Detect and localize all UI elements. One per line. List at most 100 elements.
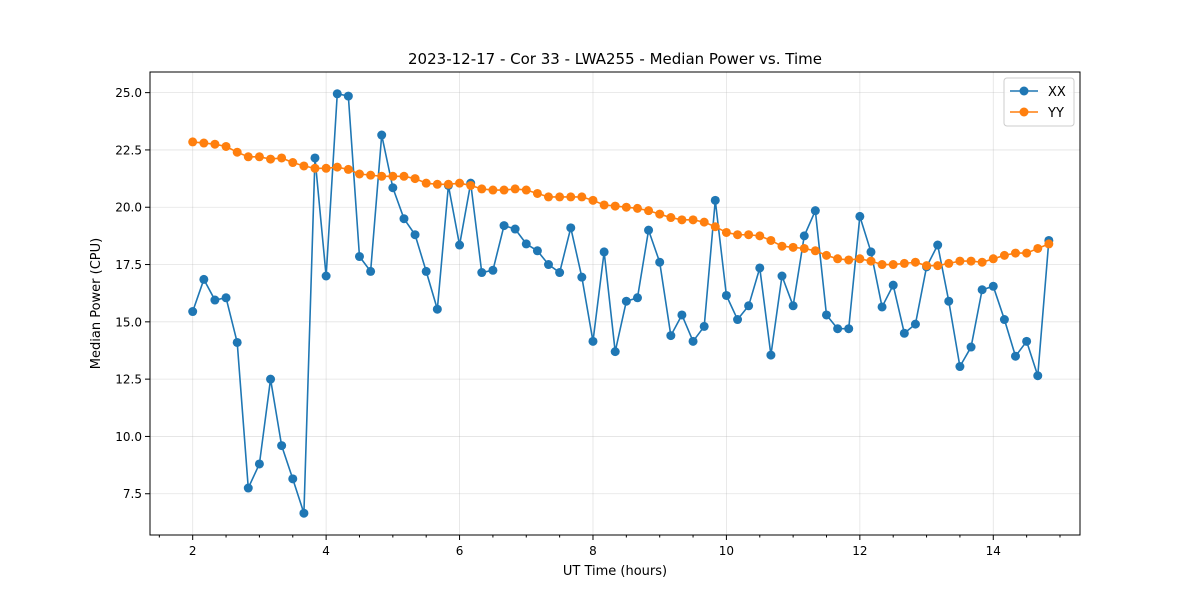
plot-frame [149,71,1081,536]
data-point-yy [821,250,831,260]
chart-title: 2023-12-17 - Cor 33 - LWA255 - Median Po… [408,50,822,68]
data-point-yy [499,185,509,195]
data-point-yy [866,256,876,266]
x-tick-label: 10 [719,544,734,558]
data-point-yy [632,203,642,213]
x-tick-label: 2 [189,544,197,558]
data-point-yy [377,171,387,181]
data-point-yy [599,200,609,210]
y-tick-label: 22.5 [115,143,142,157]
data-point-xx [699,321,709,331]
data-point-yy [621,202,631,212]
data-point-yy [210,139,220,149]
data-point-yy [221,141,231,151]
data-point-xx [432,304,442,314]
data-point-yy [188,137,198,147]
data-point-yy [1022,248,1032,258]
data-point-xx [655,257,665,267]
data-point-xx [332,89,342,99]
data-point-xx [410,230,420,240]
y-tick-label: 20.0 [115,201,142,215]
x-tick-label: 6 [456,544,464,558]
data-point-xx [343,91,353,101]
data-point-xx [866,247,876,257]
data-point-yy [610,201,620,211]
data-point-yy [1044,239,1054,249]
data-point-yy [788,242,798,252]
data-point-yy [488,185,498,195]
data-point-yy [733,230,743,240]
data-point-xx [243,483,253,493]
data-point-yy [432,179,442,189]
legend-xx-marker [1019,86,1029,96]
data-point-xx [1022,336,1032,346]
data-point-xx [543,260,553,270]
data-point-yy [888,260,898,270]
data-point-xx [610,347,620,357]
data-point-yy [699,217,709,227]
y-tick-label: 15.0 [115,315,142,329]
data-point-xx [366,266,376,276]
data-point-xx [532,246,542,256]
data-point-yy [944,258,954,268]
data-point-yy [710,222,720,232]
data-point-yy [543,192,553,202]
data-point-yy [688,215,698,225]
x-tick-label: 12 [852,544,867,558]
data-point-yy [232,147,242,157]
data-point-yy [366,170,376,180]
data-point-yy [966,256,976,266]
data-point-xx [944,296,954,306]
data-point-xx [910,319,920,329]
data-point-yy [266,154,276,164]
y-tick-label: 17.5 [115,258,142,272]
data-point-xx [644,225,654,235]
data-point-yy [277,153,287,163]
x-axis-label: UT Time (hours) [563,564,667,579]
data-point-yy [332,162,342,172]
series-group [188,89,1054,518]
data-point-xx [766,350,776,360]
data-point-xx [388,183,398,193]
data-point-xx [888,280,898,290]
legend-yy-marker [1019,107,1029,117]
data-point-xx [199,274,209,284]
data-point-xx [555,268,565,278]
data-point-yy [521,185,531,195]
data-point-yy [810,246,820,256]
data-point-xx [733,315,743,325]
data-point-xx [755,263,765,273]
data-point-yy [855,254,865,264]
data-point-yy [899,258,909,268]
data-point-yy [877,260,887,270]
data-point-yy [922,261,932,271]
data-point-xx [210,295,220,305]
data-point-xx [677,310,687,320]
data-point-yy [455,178,465,188]
data-point-yy [466,180,476,190]
data-point-yy [933,261,943,271]
data-point-yy [766,235,776,245]
data-point-xx [477,268,487,278]
data-point-xx [566,223,576,233]
data-point-yy [999,250,1009,260]
data-point-xx [510,224,520,234]
data-point-yy [254,152,264,162]
data-point-xx [254,459,264,469]
data-point-xx [855,211,865,221]
data-point-xx [354,252,364,262]
data-point-yy [666,213,676,223]
data-point-xx [744,301,754,311]
data-point-yy [833,254,843,264]
data-point-xx [810,206,820,216]
data-point-yy [299,161,309,171]
data-point-yy [388,171,398,181]
data-point-xx [710,195,720,205]
data-point-xx [310,153,320,163]
data-point-yy [1033,243,1043,253]
legend-label-yy: YY [1047,106,1064,121]
data-point-yy [354,169,364,179]
data-point-xx [377,130,387,140]
y-tick-label: 25.0 [115,86,142,100]
